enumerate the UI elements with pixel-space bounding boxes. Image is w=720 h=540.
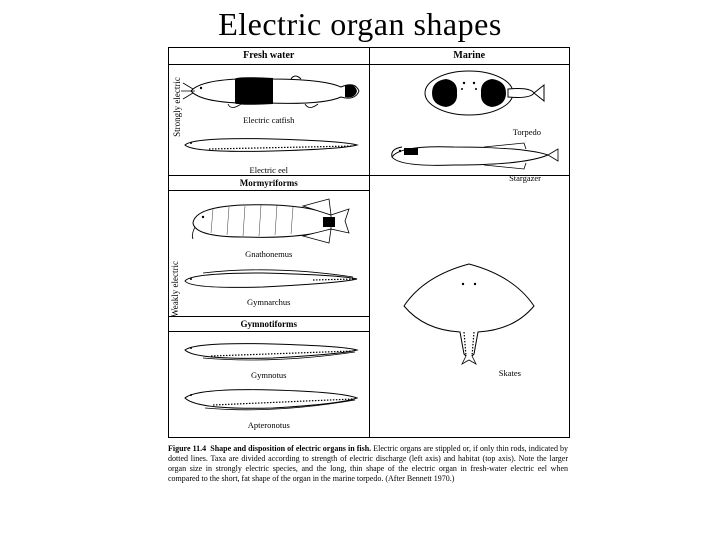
drawing-gymnarchus [173, 261, 363, 295]
cell-strong-freshwater: Electric catfish Electric eel [169, 65, 369, 176]
caption-label: Figure 11.4 [168, 444, 206, 453]
figure-caption: Figure 11.4 Shape and disposition of ele… [168, 444, 568, 484]
cell-weak-marine: Skates [370, 176, 570, 436]
cell-weak-freshwater-gymnotiforms: Gymnotiforms Gymnotus [169, 317, 369, 437]
grid-body: Electric catfish Electric eel [169, 65, 569, 437]
species-electric-eel: Electric eel [169, 125, 369, 175]
species-skates: Skates [370, 176, 570, 378]
page: Electric organ shapes Strongly electric … [0, 0, 720, 540]
cell-weak-freshwater-mormyriforms: Mormyriforms [169, 176, 369, 317]
col-header-freshwater: Fresh water [169, 48, 370, 64]
label-gnathonemus: Gnathonemus [173, 249, 365, 259]
column-header-row: Fresh water Marine [169, 48, 569, 65]
drawing-electric-eel [173, 127, 363, 163]
drawing-skates [374, 256, 564, 366]
species-electric-catfish: Electric catfish [169, 65, 369, 125]
page-title: Electric organ shapes [0, 0, 720, 47]
label-gymnotus: Gymnotus [173, 370, 365, 380]
drawing-gymnotus [173, 334, 363, 368]
group-header-mormyriforms: Mormyriforms [169, 176, 369, 191]
cell-strong-marine: Torpedo [370, 65, 570, 176]
label-apteronotus: Apteronotus [173, 420, 365, 430]
species-torpedo: Torpedo [370, 65, 570, 137]
figure-wrap: Strongly electric Weakly electric Fresh … [140, 47, 580, 484]
label-electric-catfish: Electric catfish [173, 115, 365, 125]
drawing-gnathonemus [173, 193, 363, 247]
species-apteronotus: Apteronotus [169, 380, 369, 430]
left-column: Electric catfish Electric eel [169, 65, 370, 437]
label-gymnarchus: Gymnarchus [173, 297, 365, 307]
right-column: Torpedo [370, 65, 570, 437]
species-gymnarchus: Gymnarchus [169, 259, 369, 307]
group-header-gymnotiforms: Gymnotiforms [169, 317, 369, 332]
figure-grid: Strongly electric Weakly electric Fresh … [168, 47, 570, 438]
drawing-torpedo [374, 67, 564, 125]
drawing-electric-catfish [173, 67, 363, 113]
drawing-stargazer [374, 139, 564, 171]
species-gnathonemus: Gnathonemus [169, 191, 369, 259]
col-header-marine: Marine [370, 48, 570, 64]
species-gymnotus: Gymnotus [169, 332, 369, 380]
label-electric-eel: Electric eel [173, 165, 365, 175]
label-torpedo: Torpedo [374, 127, 566, 137]
label-skates: Skates [374, 368, 566, 378]
caption-bold: Shape and disposition of electric organs… [210, 444, 371, 453]
drawing-apteronotus [173, 382, 363, 418]
